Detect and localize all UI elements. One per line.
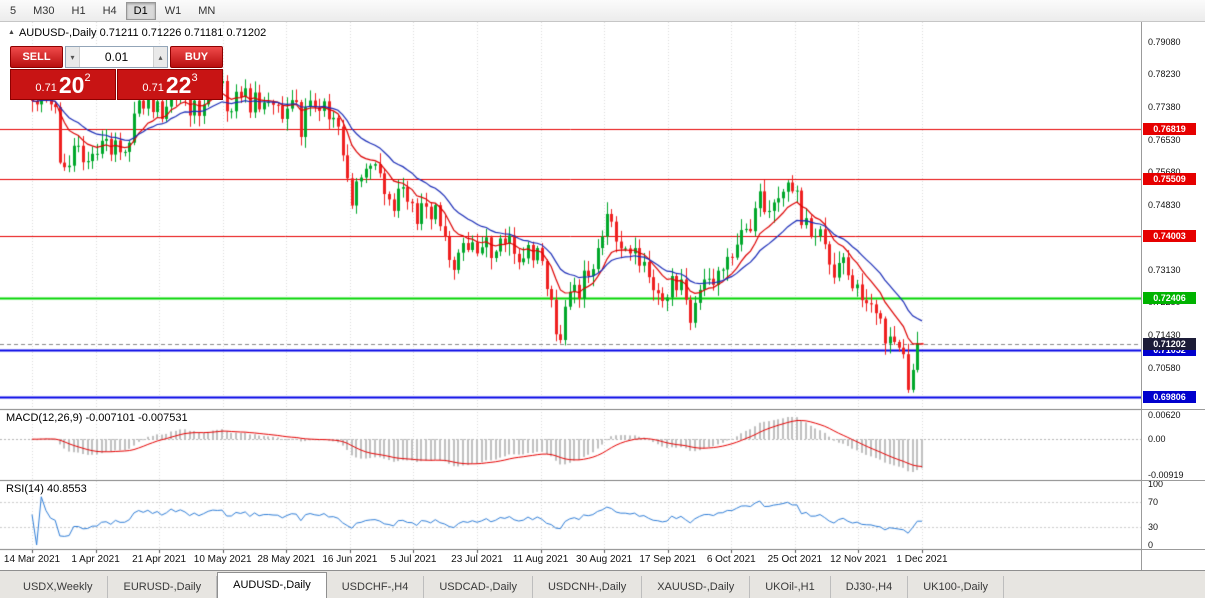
axis-label: 0.79080 xyxy=(1148,36,1181,47)
date-axis-label: 6 Oct 2021 xyxy=(706,554,756,565)
date-axis-label: 21 Apr 2021 xyxy=(132,554,187,565)
axis-label: 70 xyxy=(1148,497,1159,508)
chart-tab[interactable]: UKOil-,H1 xyxy=(750,576,831,598)
axis-label: 0.78230 xyxy=(1148,69,1181,80)
axis-label: 30 xyxy=(1148,521,1159,532)
sell-price-pips: 20 xyxy=(58,72,85,98)
timeframe-button-mn[interactable]: MN xyxy=(190,2,223,20)
chart-tab[interactable]: XAUUSD-,Daily xyxy=(642,576,751,598)
buy-price-prefix: 0.71 xyxy=(142,82,164,94)
timeframe-button-5[interactable]: 5 xyxy=(2,2,24,20)
axis-label: 0.00620 xyxy=(1148,410,1181,421)
axis-label: 100 xyxy=(1148,479,1164,489)
timeframe-button-h4[interactable]: H4 xyxy=(95,2,125,20)
date-axis-label: 28 May 2021 xyxy=(257,554,316,565)
chart-tab[interactable]: DJ30-,H4 xyxy=(831,576,909,598)
chart-symbol-ohlc: AUDUSD-,Daily 0.71211 0.71226 0.71181 0.… xyxy=(18,27,267,39)
chart-tab[interactable]: EURUSD-,Daily xyxy=(108,576,218,598)
axis-label: 0.00 xyxy=(1148,434,1166,445)
buy-price-point: 3 xyxy=(191,72,198,84)
chart-tab[interactable]: USDX,Weekly xyxy=(8,576,109,598)
sell-price-point: 2 xyxy=(84,72,91,84)
sell-price-display[interactable]: 0.71 20 2 xyxy=(10,69,116,100)
date-axis-label: 10 May 2021 xyxy=(193,554,252,565)
axis-label: -0.00919 xyxy=(1148,469,1184,480)
date-axis-label: 16 Jun 2021 xyxy=(322,554,378,565)
price-line-badge: 0.71202 xyxy=(1143,337,1196,350)
date-axis-label: 25 Oct 2021 xyxy=(767,554,823,565)
sell-price-prefix: 0.71 xyxy=(35,82,57,94)
date-axis-label: 17 Sep 2021 xyxy=(639,554,697,565)
chart-tab[interactable]: USDCAD-,Daily xyxy=(424,576,533,598)
axis-label: 0 xyxy=(1148,540,1154,550)
chart-title-arrow-icon: ▲ xyxy=(8,29,15,36)
pane-separator xyxy=(0,549,1205,550)
macd-indicator-label: MACD(12,26,9) -0.007101 -0.007531 xyxy=(6,412,188,424)
timeframe-button-h1[interactable]: H1 xyxy=(64,2,94,20)
chart-tabs-bar: USDX,Weekly EURUSD-,Daily AUDUSD-,Daily USD… xyxy=(0,570,1205,598)
axis-label: 0.71430 xyxy=(1148,330,1181,341)
chart-tab[interactable]: USDCHF-,H4 xyxy=(327,576,425,598)
price-axis: 0.79080 0.78230 0.77380 0.76530 0.75680 0.748… xyxy=(1141,22,1205,570)
price-line-badge: 0.69806 xyxy=(1143,391,1196,404)
price-line-badge: 0.74003 xyxy=(1143,230,1196,243)
date-axis-label: 14 Mar 2021 xyxy=(3,554,61,565)
price-line-badge: 0.75509 xyxy=(1143,172,1196,185)
sell-button[interactable]: SELL xyxy=(10,46,63,68)
axis-label: 0.75680 xyxy=(1148,167,1181,177)
pane-separator[interactable] xyxy=(0,409,1205,410)
timeframe-button-w1[interactable]: W1 xyxy=(157,2,190,20)
rsi-indicator-label: RSI(14) 40.8553 xyxy=(6,483,87,495)
chart-tab[interactable]: USDCNH-,Daily xyxy=(533,576,643,598)
volume-control: ▾ ▴ xyxy=(65,46,168,68)
date-axis-label: 1 Apr 2021 xyxy=(71,554,120,565)
chart-tab[interactable]: UK100-,Daily xyxy=(908,576,1005,598)
timeframe-toolbar: 5 M30 H1 H4 D1 W1 MN xyxy=(0,0,1205,22)
volume-decrease-button[interactable]: ▾ xyxy=(66,47,80,67)
date-axis-label: 12 Nov 2021 xyxy=(830,554,887,565)
chart-ohlc-header: ▲ AUDUSD-,Daily 0.71211 0.71226 0.71181 0… xyxy=(8,27,266,39)
timeframe-button-d1[interactable]: D1 xyxy=(125,1,156,20)
axis-label: 0.74830 xyxy=(1148,199,1181,210)
axis-label: 0.70580 xyxy=(1148,362,1181,373)
timeframe-button-m30[interactable]: M30 xyxy=(25,2,62,20)
price-chart-canvas[interactable] xyxy=(0,22,1141,570)
price-line-badge: 0.76819 xyxy=(1143,122,1196,135)
date-axis-label: 1 Dec 2021 xyxy=(896,554,948,565)
date-axis-label: 23 Jul 2021 xyxy=(451,554,503,565)
axis-label: 0.77380 xyxy=(1148,102,1181,113)
date-axis-label: 11 Aug 2021 xyxy=(512,554,569,565)
axis-label: 0.76530 xyxy=(1148,134,1181,145)
buy-button[interactable]: BUY xyxy=(170,46,223,68)
date-axis-label: 5 Jul 2021 xyxy=(390,554,437,565)
chart-tab[interactable]: AUDUSD-,Daily xyxy=(217,572,327,598)
axis-label: 0.73130 xyxy=(1148,264,1181,275)
date-axis-label: 30 Aug 2021 xyxy=(576,554,633,565)
volume-increase-button[interactable]: ▴ xyxy=(153,47,167,67)
price-line-badge: 0.72406 xyxy=(1143,291,1196,304)
volume-input[interactable] xyxy=(80,47,153,67)
buy-price-pips: 22 xyxy=(165,72,192,98)
chart-window: ▲ AUDUSD-,Daily 0.71211 0.71226 0.71181 0… xyxy=(0,22,1205,570)
pane-separator[interactable] xyxy=(0,480,1205,481)
buy-price-display[interactable]: 0.71 22 3 xyxy=(117,69,223,100)
